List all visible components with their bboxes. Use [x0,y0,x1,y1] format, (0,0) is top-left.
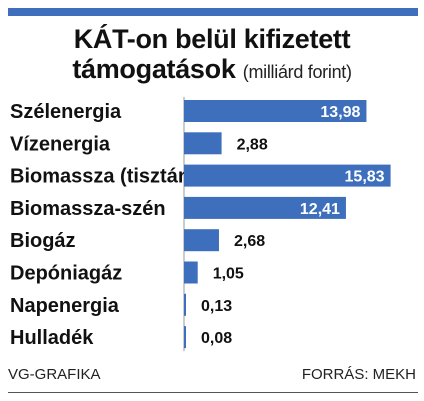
bar [184,326,186,349]
value-label: 13,98 [320,104,360,121]
value-label: 0,13 [201,298,232,315]
category-label: Hulladék [10,327,94,349]
bar [184,229,219,252]
value-label: 2,88 [237,136,268,153]
category-label: Napenergia [10,295,120,317]
category-label: Depóniagáz [10,263,122,285]
chart-title-line1: KÁT-on belül kifizetett [73,24,351,54]
bar [184,132,222,155]
chart-title-line2: támogatások (milliárd forint) [0,54,424,87]
value-label: 1,05 [213,266,244,283]
value-label: 12,41 [300,201,340,218]
category-label: Biogáz [10,230,76,252]
category-label: Vízenergia [10,133,111,155]
value-label: 0,08 [201,330,232,347]
category-label: Szélenergia [10,101,122,123]
category-label: Biomassza-szén [10,198,166,220]
bar [184,261,198,284]
value-label: 15,83 [345,169,385,186]
value-label: 2,68 [234,233,265,250]
category-label: Biomassza (tisztán) [10,166,197,188]
footer-credit: VG-GRAFIKA [8,366,101,383]
bar [184,196,346,219]
chart-unit: (milliárd forint) [242,62,352,82]
chart-title-main: támogatások [72,54,236,84]
bar [184,100,367,122]
top-accent-bar [8,8,418,16]
bar [184,164,391,187]
footer-source: FORRÁS: MEKH [301,366,416,383]
bottom-rule [8,392,418,393]
bar [184,293,186,316]
